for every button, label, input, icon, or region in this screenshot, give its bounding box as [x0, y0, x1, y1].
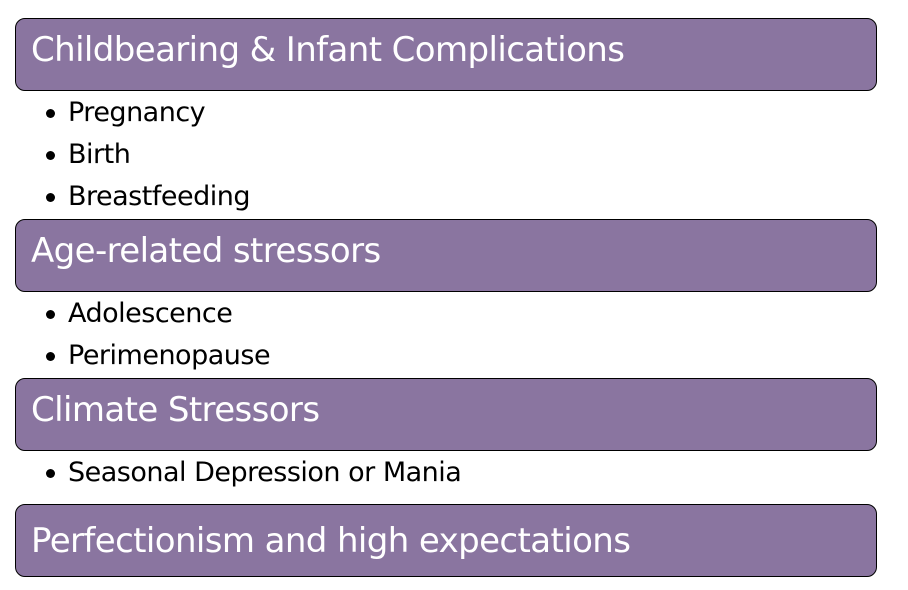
- list-item-text: Perimenopause: [68, 340, 271, 371]
- bullet-dot-icon: [46, 193, 55, 202]
- bullet-dot-icon: [46, 109, 55, 118]
- list-item-text: Breastfeeding: [68, 181, 250, 212]
- list-item-text: Pregnancy: [68, 97, 206, 128]
- bullet-dot-icon: [46, 151, 55, 160]
- list-item-text: Adolescence: [68, 298, 233, 329]
- section-header-climate: Climate Stressors: [15, 378, 877, 451]
- section-header-childbearing: Childbearing & Infant Complications: [15, 18, 877, 91]
- bullet-dot-icon: [46, 310, 55, 319]
- section-header-age-related: Age-related stressors: [15, 219, 877, 292]
- section-title: Perfectionism and high expectations: [31, 520, 631, 561]
- bullet-dot-icon: [46, 469, 55, 478]
- section-header-perfectionism: Perfectionism and high expectations: [15, 504, 877, 577]
- list-item-text: Seasonal Depression or Mania: [68, 457, 462, 488]
- section-title: Childbearing & Infant Complications: [31, 29, 625, 70]
- section-title: Age-related stressors: [31, 230, 381, 271]
- list-item-text: Birth: [68, 139, 131, 170]
- bullet-dot-icon: [46, 352, 55, 361]
- section-title: Climate Stressors: [31, 389, 320, 430]
